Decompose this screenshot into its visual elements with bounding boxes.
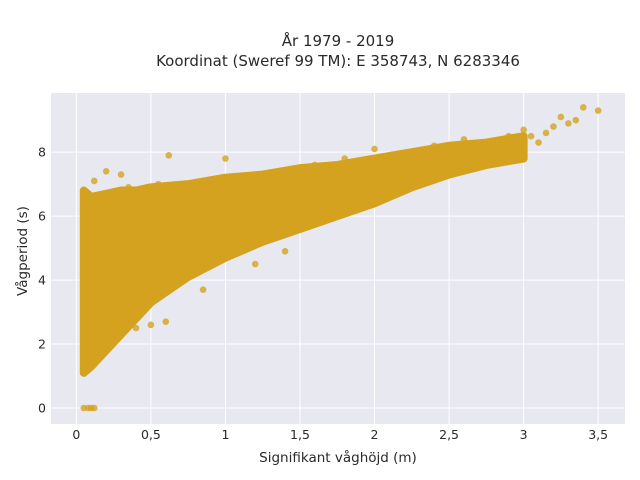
data-point bbox=[475, 145, 483, 153]
data-point bbox=[445, 158, 453, 166]
tick-labels: 0 0,5 1 1,5 2 2,5 3 3,5 0 2 4 6 8 bbox=[38, 145, 608, 442]
x-tick-label: 3 bbox=[520, 427, 528, 442]
point-cloud bbox=[79, 132, 528, 377]
data-point bbox=[527, 132, 535, 140]
data-point bbox=[199, 286, 207, 293]
data-density-band bbox=[79, 132, 528, 377]
x-tick-label: 2 bbox=[371, 427, 379, 442]
data-point bbox=[371, 145, 378, 153]
data-points bbox=[80, 104, 602, 412]
data-point bbox=[520, 126, 527, 134]
y-tick-label: 6 bbox=[38, 209, 46, 224]
x-axis-title: Signifikant våghöjd (m) bbox=[259, 449, 417, 466]
data-point bbox=[266, 174, 274, 182]
data-point bbox=[102, 168, 110, 175]
data-point bbox=[147, 321, 155, 329]
data-point bbox=[550, 123, 557, 130]
data-point bbox=[110, 260, 117, 268]
data-point bbox=[132, 324, 140, 332]
data-point bbox=[155, 180, 162, 188]
data-point bbox=[222, 155, 229, 162]
data-point bbox=[207, 200, 214, 207]
chart-title-line-2: Koordinat (Sweref 99 TM): E 358743, N 62… bbox=[156, 52, 520, 70]
data-point bbox=[125, 184, 132, 191]
data-point bbox=[505, 132, 513, 140]
data-point bbox=[594, 107, 602, 114]
data-point bbox=[177, 180, 185, 188]
data-point bbox=[341, 155, 349, 162]
x-tick-label: 2,5 bbox=[439, 427, 459, 442]
data-point bbox=[311, 161, 319, 169]
data-point bbox=[165, 152, 173, 159]
data-point bbox=[512, 142, 520, 150]
data-point bbox=[90, 404, 98, 412]
x-tick-label: 3,5 bbox=[588, 427, 608, 442]
data-point bbox=[80, 356, 88, 364]
data-point bbox=[281, 248, 289, 255]
x-tick-label: 1 bbox=[221, 427, 229, 442]
data-point bbox=[557, 113, 565, 121]
data-point bbox=[490, 142, 498, 150]
data-point bbox=[460, 136, 468, 143]
data-point bbox=[579, 104, 587, 111]
data-point bbox=[140, 187, 147, 194]
data-point bbox=[102, 347, 110, 354]
x-tick-label: 0,5 bbox=[141, 427, 161, 442]
x-tick-label: 1,5 bbox=[290, 427, 310, 442]
data-point bbox=[117, 331, 125, 338]
y-tick-label: 4 bbox=[38, 273, 46, 288]
data-point bbox=[251, 260, 259, 268]
y-tick-label: 8 bbox=[38, 145, 46, 160]
data-point bbox=[565, 120, 572, 127]
data-point bbox=[80, 193, 88, 201]
y-tick-label: 0 bbox=[38, 401, 46, 416]
data-point bbox=[535, 139, 542, 146]
chart-title-line-1: År 1979 - 2019 bbox=[282, 31, 395, 50]
data-point bbox=[572, 116, 580, 124]
data-point bbox=[90, 177, 98, 185]
x-tick-label: 0 bbox=[72, 427, 80, 442]
y-axis-title: Vågperiod (s) bbox=[14, 206, 31, 296]
data-point bbox=[84, 366, 92, 373]
data-point bbox=[542, 129, 550, 137]
data-point bbox=[117, 171, 125, 178]
y-tick-label: 2 bbox=[38, 337, 46, 352]
data-point bbox=[401, 152, 408, 159]
data-point bbox=[95, 353, 103, 361]
data-point bbox=[430, 142, 438, 150]
data-point bbox=[162, 318, 170, 325]
data-point bbox=[304, 168, 311, 175]
